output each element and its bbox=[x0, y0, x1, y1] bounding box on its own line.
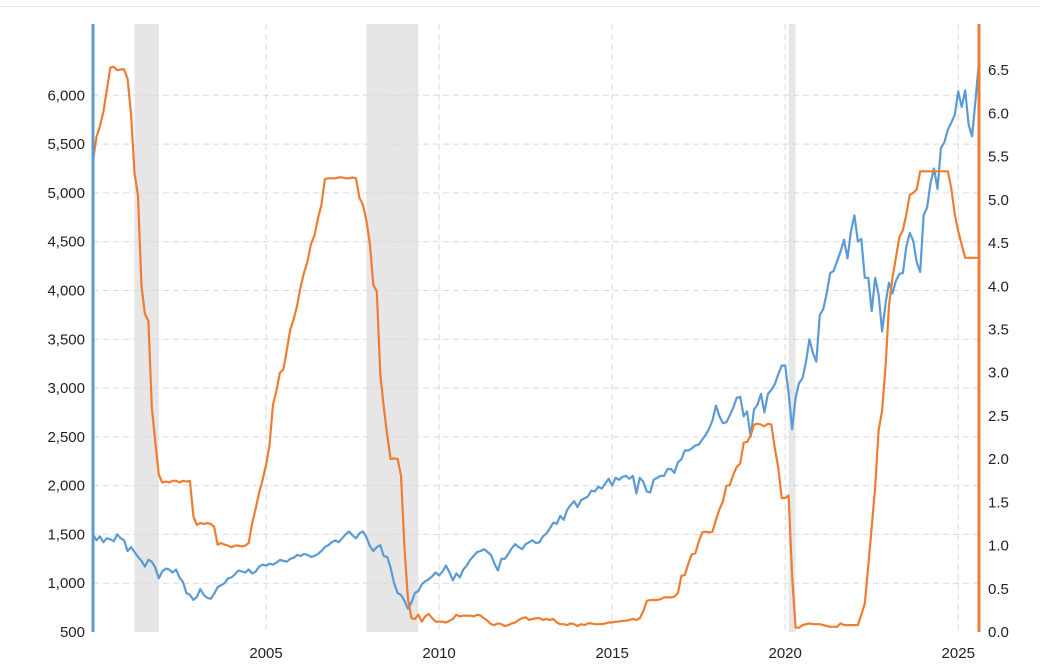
y-right-tick-label: 2.0 bbox=[988, 451, 1009, 468]
recession-band-1 bbox=[134, 24, 159, 632]
y-left-tick-label: 2,500 bbox=[47, 429, 85, 446]
y-right-tick-label: 6.0 bbox=[988, 105, 1009, 122]
y-left-tick-label: 1,500 bbox=[47, 526, 85, 543]
axes bbox=[91, 24, 981, 632]
top-divider bbox=[0, 6, 1040, 7]
y-left-tick-label: 4,500 bbox=[47, 234, 85, 251]
tick-labels: 500 1,000 1,500 2,000 2,500 3,000 3,500 4,000 4,… bbox=[47, 62, 1008, 662]
recession-shading bbox=[134, 24, 796, 632]
y-left-tick-label: 2,000 bbox=[47, 478, 85, 495]
y-left-tick-label: 1,000 bbox=[47, 575, 85, 592]
y-left-tick-label: 500 bbox=[60, 624, 85, 641]
x-tick-label: 2015 bbox=[595, 645, 628, 662]
recession-band-3 bbox=[788, 24, 796, 632]
x-tick-label: 2025 bbox=[942, 645, 975, 662]
y-right-tick-label: 5.0 bbox=[988, 192, 1009, 209]
y-left-tick-label: 5,500 bbox=[47, 136, 85, 153]
y-right-tick-label: 1.5 bbox=[988, 494, 1009, 511]
y-right-tick-label: 4.5 bbox=[988, 235, 1009, 252]
y-right-tick-label: 5.5 bbox=[988, 149, 1009, 166]
y-left-tick-label: 3,500 bbox=[47, 331, 85, 348]
y-left-tick-label: 4,000 bbox=[47, 282, 85, 299]
y-right-tick-label: 1.0 bbox=[988, 538, 1009, 555]
y-right-tick-label: 4.0 bbox=[988, 278, 1009, 295]
x-tick-label: 2020 bbox=[769, 645, 802, 662]
y-left-tick-label: 6,000 bbox=[47, 87, 85, 104]
series-lines bbox=[91, 60, 981, 629]
x-tick-label: 2005 bbox=[249, 645, 282, 662]
y-left-tick-label: 3,000 bbox=[47, 380, 85, 397]
y-right-tick-label: 2.5 bbox=[988, 408, 1009, 425]
y-right-tick-label: 3.0 bbox=[988, 365, 1009, 382]
series-line-left-axis bbox=[91, 60, 981, 610]
series-line-right-axis bbox=[91, 65, 981, 629]
grid-lines bbox=[93, 24, 979, 632]
y-right-tick-label: 6.5 bbox=[988, 62, 1009, 79]
y-right-tick-label: 0.0 bbox=[988, 624, 1009, 641]
y-right-tick-label: 3.5 bbox=[988, 322, 1009, 339]
y-left-tick-label: 5,000 bbox=[47, 185, 85, 202]
recession-band-2 bbox=[366, 24, 419, 632]
y-right-tick-label: 0.5 bbox=[988, 581, 1009, 598]
x-tick-label: 2010 bbox=[422, 645, 455, 662]
